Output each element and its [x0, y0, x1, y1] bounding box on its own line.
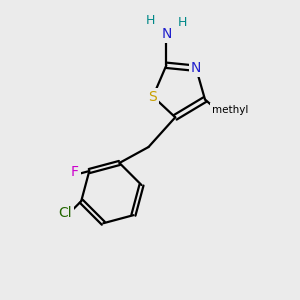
- Text: N: N: [161, 27, 172, 41]
- Text: methyl: methyl: [212, 105, 248, 115]
- Text: H: H: [145, 14, 155, 27]
- Text: H: H: [178, 16, 188, 29]
- Text: S: S: [148, 89, 157, 103]
- Text: F: F: [71, 165, 79, 179]
- Text: Cl: Cl: [58, 206, 72, 220]
- Text: N: N: [191, 61, 201, 75]
